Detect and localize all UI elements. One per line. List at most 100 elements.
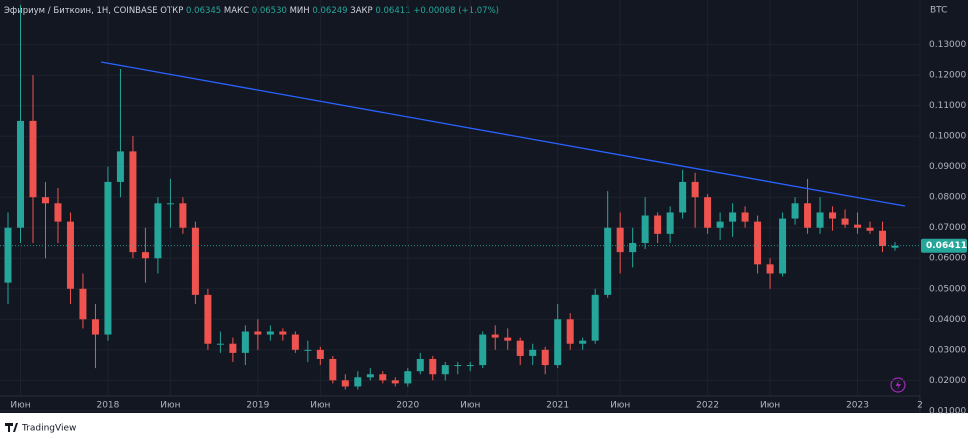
candle-body xyxy=(379,374,387,381)
candle-body xyxy=(329,358,337,381)
candle-body xyxy=(241,331,249,353)
candle-body xyxy=(191,227,199,295)
candle-body xyxy=(879,230,887,247)
y-tick-label: 0.01000 xyxy=(929,406,966,416)
candle-body xyxy=(416,358,424,372)
y-tick-label: 0.06000 xyxy=(929,254,966,264)
candle-body xyxy=(616,227,624,253)
candle-body xyxy=(529,349,537,356)
candle-body xyxy=(854,224,862,228)
y-tick-label: 0.04000 xyxy=(929,315,966,325)
candle-body xyxy=(679,181,687,213)
candle-body xyxy=(116,151,124,182)
candle-body xyxy=(629,242,637,253)
y-tick-label: 0.10000 xyxy=(929,132,966,142)
x-tick-label: 2019 xyxy=(246,401,269,411)
candle-body xyxy=(204,294,212,344)
y-tick-label: 0.02000 xyxy=(929,376,966,386)
x-tick-label: Июн xyxy=(460,401,480,411)
candle-body xyxy=(391,380,399,384)
candle-body xyxy=(504,337,512,341)
candle-body xyxy=(41,197,49,204)
symbol: Эфириум / Биткоин, 1H, COINBASE xyxy=(4,6,158,16)
ohlc-value: 0.06411 xyxy=(375,6,410,16)
y-tick-label: 0.07000 xyxy=(929,223,966,233)
ohlc-label: МАКС xyxy=(224,6,249,16)
candle-body xyxy=(741,212,749,222)
x-tick-label: 2023 xyxy=(846,401,869,411)
candle-body xyxy=(166,203,174,205)
candle-body xyxy=(579,340,587,344)
ohlc-value: 0.06530 xyxy=(252,6,287,16)
candle-body xyxy=(4,227,12,283)
candle-body xyxy=(16,120,24,228)
x-tick-label: 2022 xyxy=(696,401,719,411)
candle-body xyxy=(641,215,649,243)
candle-body xyxy=(441,365,449,375)
x-tick-label: Июн xyxy=(310,401,330,411)
x-tick-label: 2 xyxy=(917,401,923,411)
candle-body xyxy=(229,343,237,353)
x-tick-label: Июн xyxy=(610,401,630,411)
candle-body xyxy=(366,374,374,378)
candle-body xyxy=(216,343,224,345)
alert-icon[interactable] xyxy=(890,377,906,393)
candle-body xyxy=(104,181,112,335)
y-tick-label: 0.13000 xyxy=(929,40,966,50)
trend-line xyxy=(100,61,906,207)
candle-body xyxy=(316,349,324,359)
candle-body xyxy=(704,197,712,228)
candle-body xyxy=(829,212,837,219)
brand: TradingView xyxy=(21,424,76,434)
y-axis-label: BTC xyxy=(930,6,947,16)
candle-body xyxy=(591,294,599,341)
candle-body xyxy=(154,203,162,259)
candle-body xyxy=(479,334,487,366)
x-tick-label: 2018 xyxy=(96,401,119,411)
last-price-label: 0.06411 xyxy=(926,241,967,251)
candle-body xyxy=(54,203,62,222)
candle-body xyxy=(341,380,349,387)
candle-body xyxy=(779,218,787,274)
candle-body xyxy=(141,252,149,259)
candle-body xyxy=(266,331,274,335)
candle-body xyxy=(891,245,899,248)
candle-body xyxy=(654,215,662,234)
candle-body xyxy=(491,334,499,338)
y-tick-label: 0.08000 xyxy=(929,193,966,203)
header: Эфириум / Биткоин, 1H, COINBASE ОТКР 0.0… xyxy=(4,6,499,16)
candle-body xyxy=(66,221,74,289)
candle-body xyxy=(354,377,362,387)
candle-body xyxy=(179,203,187,228)
candle-body xyxy=(29,120,37,198)
y-tick-label: 0.05000 xyxy=(929,284,966,294)
ohlc-label: ЗАКР xyxy=(350,6,372,16)
ohlc-label: ОТКР xyxy=(160,6,183,16)
candle-body xyxy=(429,358,437,375)
candle-body xyxy=(516,340,524,356)
x-tick-label: Июн xyxy=(10,401,30,411)
alert-icon-bolt xyxy=(895,380,901,390)
change: +0.00068 (+1.07%) xyxy=(413,6,499,16)
x-tick-label: 2020 xyxy=(396,401,419,411)
candle-body xyxy=(79,288,87,320)
candle-body xyxy=(279,331,287,335)
candle-body xyxy=(466,365,474,367)
x-tick-label: Июн xyxy=(760,401,780,411)
candle-body xyxy=(91,319,99,335)
candle-body xyxy=(566,319,574,344)
candle-body xyxy=(729,212,737,222)
candle-body xyxy=(866,227,874,231)
x-tick-label: Июн xyxy=(160,401,180,411)
candle-body xyxy=(804,203,812,228)
candle-body xyxy=(404,371,412,384)
candle-body xyxy=(754,221,762,265)
tradingview-logo xyxy=(5,423,18,432)
candle-body xyxy=(554,319,562,366)
candle-body xyxy=(791,203,799,219)
last-price-badge xyxy=(921,238,967,253)
candle-body xyxy=(841,218,849,225)
y-tick-label: 0.03000 xyxy=(929,345,966,355)
candle-body xyxy=(716,221,724,228)
